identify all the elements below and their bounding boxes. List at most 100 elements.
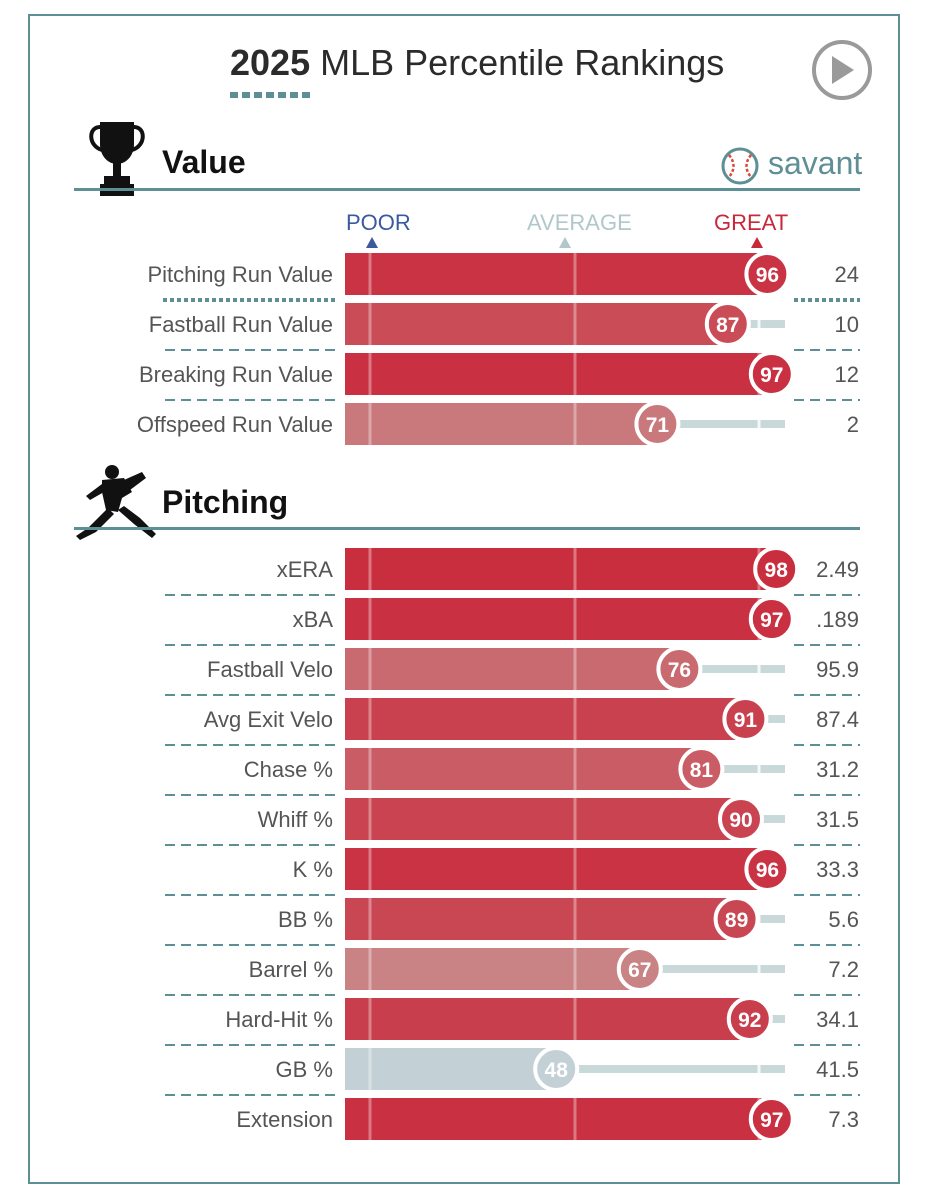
scale-pointer-great bbox=[751, 237, 763, 248]
percentile-marker bbox=[718, 796, 764, 842]
metric-label: Offspeed Run Value bbox=[137, 412, 333, 437]
metric-row: 92 Hard-Hit % 34.1 bbox=[165, 996, 860, 1046]
pitcher-silhouette-icon bbox=[76, 465, 156, 540]
percentile-marker bbox=[744, 846, 791, 892]
percentile-label: 90 bbox=[729, 809, 752, 832]
scale-pointer-poor bbox=[366, 237, 378, 248]
percentile-marker bbox=[678, 746, 725, 792]
metric-row: 67 Barrel % 7.2 bbox=[165, 946, 860, 996]
percentile-bar bbox=[345, 748, 702, 790]
percentile-label: 96 bbox=[756, 859, 779, 882]
metric-value: 34.1 bbox=[816, 1007, 859, 1032]
percentile-bar bbox=[345, 598, 772, 640]
percentile-bar bbox=[345, 648, 680, 690]
percentile-marker bbox=[753, 546, 800, 592]
percentile-marker bbox=[748, 596, 795, 642]
scale-label-poor: POOR bbox=[346, 210, 411, 235]
percentile-bar bbox=[345, 798, 741, 840]
percentile-bar bbox=[345, 698, 746, 740]
percentile-bar bbox=[345, 948, 640, 990]
metric-label: K % bbox=[293, 857, 333, 882]
percentile-label: 67 bbox=[628, 959, 651, 982]
metric-label: GB % bbox=[276, 1057, 333, 1082]
metric-label: Extension bbox=[236, 1107, 333, 1132]
percentile-marker bbox=[748, 351, 795, 397]
metric-row: 98 xERA 2.49 bbox=[165, 546, 860, 596]
percentile-label: 96 bbox=[756, 264, 779, 287]
metric-row: 97 Extension 7.3 bbox=[236, 1096, 859, 1142]
percentile-track bbox=[657, 420, 785, 428]
percentile-bar bbox=[345, 303, 728, 345]
percentile-track bbox=[736, 915, 785, 923]
percentile-label: 89 bbox=[725, 909, 748, 932]
percentile-label: 92 bbox=[738, 1009, 761, 1032]
metric-value: 33.3 bbox=[816, 857, 859, 882]
play-circle-icon bbox=[832, 56, 854, 84]
metric-row: 71 Offspeed Run Value 2 bbox=[137, 401, 859, 447]
percentile-label: 81 bbox=[690, 759, 714, 782]
percentile-track bbox=[727, 320, 785, 328]
metric-label: xERA bbox=[277, 557, 334, 582]
percentile-track bbox=[556, 1065, 785, 1073]
percentile-label: 91 bbox=[734, 709, 758, 732]
percentile-marker bbox=[616, 946, 663, 992]
percentile-label: 76 bbox=[668, 659, 691, 682]
metric-value: 10 bbox=[835, 312, 859, 337]
metric-row: 81 Chase % 31.2 bbox=[165, 746, 860, 796]
metric-value: 5.6 bbox=[828, 907, 859, 932]
percentile-marker bbox=[533, 1046, 580, 1092]
percentile-label: 97 bbox=[760, 609, 783, 632]
play-button[interactable] bbox=[812, 40, 872, 100]
percentile-label: 87 bbox=[716, 314, 739, 337]
savant-text: savant bbox=[768, 145, 863, 181]
title-year: 2025 bbox=[230, 42, 311, 83]
metric-label: Chase % bbox=[244, 757, 333, 782]
section-title-pitching: Pitching bbox=[162, 484, 289, 520]
metric-value: 87.4 bbox=[816, 707, 859, 732]
percentile-track bbox=[679, 665, 785, 673]
metric-value: 2 bbox=[847, 412, 859, 437]
metric-label: Fastball Velo bbox=[207, 657, 333, 682]
metric-row: 89 BB % 5.6 bbox=[165, 896, 860, 946]
metric-value: 24 bbox=[835, 262, 859, 287]
percentile-marker bbox=[748, 1096, 795, 1142]
percentile-bar bbox=[345, 253, 768, 295]
section-divider-value bbox=[74, 188, 860, 191]
percentile-label: 98 bbox=[765, 559, 789, 582]
metric-label: xBA bbox=[293, 607, 334, 632]
percentile-bar bbox=[345, 1098, 772, 1140]
scale-pointer-average bbox=[559, 237, 571, 248]
metric-group-pitching: 98 xERA 2.49 97 xBA .189 76 Fastball Velo 95.9 91… bbox=[165, 546, 860, 1142]
section-divider-pitching bbox=[74, 527, 860, 530]
metric-row: 76 Fastball Velo 95.9 bbox=[165, 646, 860, 696]
metric-value: 2.49 bbox=[816, 557, 859, 582]
metric-value: 41.5 bbox=[816, 1057, 859, 1082]
metric-label: Pitching Run Value bbox=[148, 262, 334, 287]
metric-row: 96 Pitching Run Value 24 bbox=[148, 251, 860, 302]
percentile-marker bbox=[713, 896, 760, 942]
percentile-label: 97 bbox=[760, 1109, 783, 1132]
percentile-bar bbox=[345, 898, 737, 940]
metric-label: Barrel % bbox=[249, 957, 333, 982]
metric-row: 96 K % 33.3 bbox=[165, 846, 860, 896]
percentile-marker bbox=[656, 646, 703, 692]
metric-value: 7.3 bbox=[828, 1107, 859, 1132]
title-underline bbox=[230, 92, 310, 98]
scale-label-average: AVERAGE bbox=[527, 210, 632, 235]
percentile-track bbox=[701, 765, 785, 773]
percentile-bar bbox=[345, 848, 768, 890]
baseball-icon bbox=[721, 147, 759, 185]
percentile-bar bbox=[345, 403, 658, 445]
metric-value: 95.9 bbox=[816, 657, 859, 682]
percentile-label: 48 bbox=[545, 1059, 569, 1082]
percentile-marker bbox=[726, 996, 773, 1042]
metric-row: 97 xBA .189 bbox=[165, 596, 860, 646]
page-title: 2025 MLB Percentile Rankings bbox=[230, 42, 724, 84]
percentile-marker bbox=[704, 301, 751, 347]
metric-value: 31.5 bbox=[816, 807, 859, 832]
metric-label: Fastball Run Value bbox=[149, 312, 333, 337]
metric-value: 12 bbox=[835, 362, 859, 387]
percentile-track bbox=[639, 965, 785, 973]
rankings-card bbox=[28, 14, 900, 1184]
